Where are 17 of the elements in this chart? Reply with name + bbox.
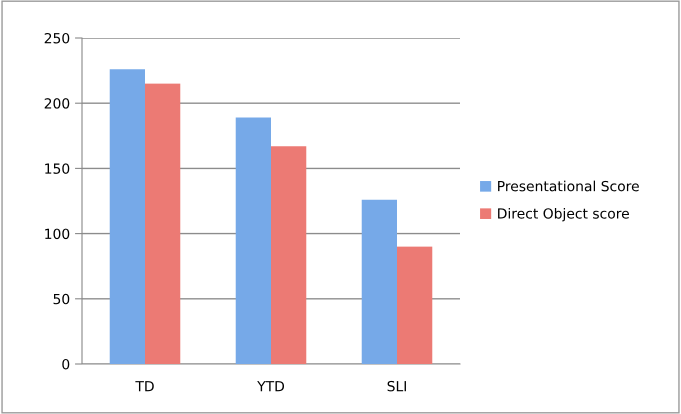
y-tick-label: 150 bbox=[45, 163, 70, 174]
x-tick-label: SLI bbox=[388, 380, 406, 392]
y-tick-label: 0 bbox=[62, 358, 70, 370]
bar bbox=[362, 200, 397, 364]
y-tick-label: 200 bbox=[44, 98, 70, 109]
x-tick-label: YTD bbox=[257, 381, 284, 392]
legend-label: Direct Object score bbox=[498, 208, 629, 222]
bar bbox=[145, 84, 180, 364]
bar bbox=[110, 69, 145, 364]
bar bbox=[397, 246, 432, 364]
bar bbox=[271, 146, 306, 364]
legend-label: Presentational Score bbox=[498, 180, 639, 192]
y-tick-label: 100 bbox=[45, 228, 70, 240]
x-tick-label: TD bbox=[135, 381, 154, 392]
bar bbox=[236, 118, 271, 364]
y-tick-label: 50 bbox=[54, 294, 70, 304]
y-tick-label: 250 bbox=[44, 32, 70, 44]
